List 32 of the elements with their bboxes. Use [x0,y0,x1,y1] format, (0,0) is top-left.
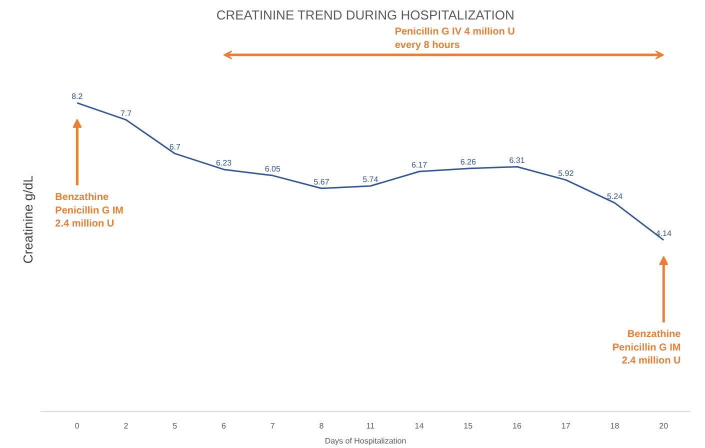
data-label: 5.24 [606,192,624,201]
x-tick-label: 15 [464,422,474,430]
data-label: 6.17 [411,160,428,170]
data-label: 4.14 [656,229,672,238]
data-label: 6.31 [509,156,526,165]
x-tick-label: 16 [512,422,522,430]
x-tick-label: 5 [172,422,178,430]
x-tick-label: 2 [124,422,129,430]
annotation: Benzathine Penicillin G IM 2.4 million U [55,192,124,230]
data-label: 6.23 [216,158,232,168]
text: Penicillin G IV 4 million U every 8 hours [394,26,515,51]
text: Benzathine Penicillin G IM 2.4 million U [612,329,682,367]
chart-title: CREATININE TREND DURING HOSPITALIZATION [216,8,514,22]
data-label: 5.74 [362,175,379,184]
x-tick-label: 11 [366,422,376,430]
x-axis-title: Days of Hospitalization [324,436,406,446]
x-tick-label: 14 [414,422,424,430]
data-label: 6.7 [169,142,182,152]
x-tick-label: 6 [222,422,227,430]
x-tick-label: 20 [659,422,669,430]
data-label: 6.05 [264,164,281,174]
data-label: 8.2 [72,92,84,101]
y-axis-title: Creatinine g/dL [20,175,36,264]
x-tick-label: 8 [319,422,324,430]
x-tick-label: 17 [561,422,571,430]
x-tick-label: 7 [270,422,276,430]
data-label: 7.7 [120,108,132,118]
x-tick-label: 18 [610,422,620,430]
data-label: 6.26 [460,157,476,166]
data-label: 5.67 [314,177,330,186]
x-tick-label: 0 [74,422,80,430]
data-label: 5.92 [558,168,574,178]
